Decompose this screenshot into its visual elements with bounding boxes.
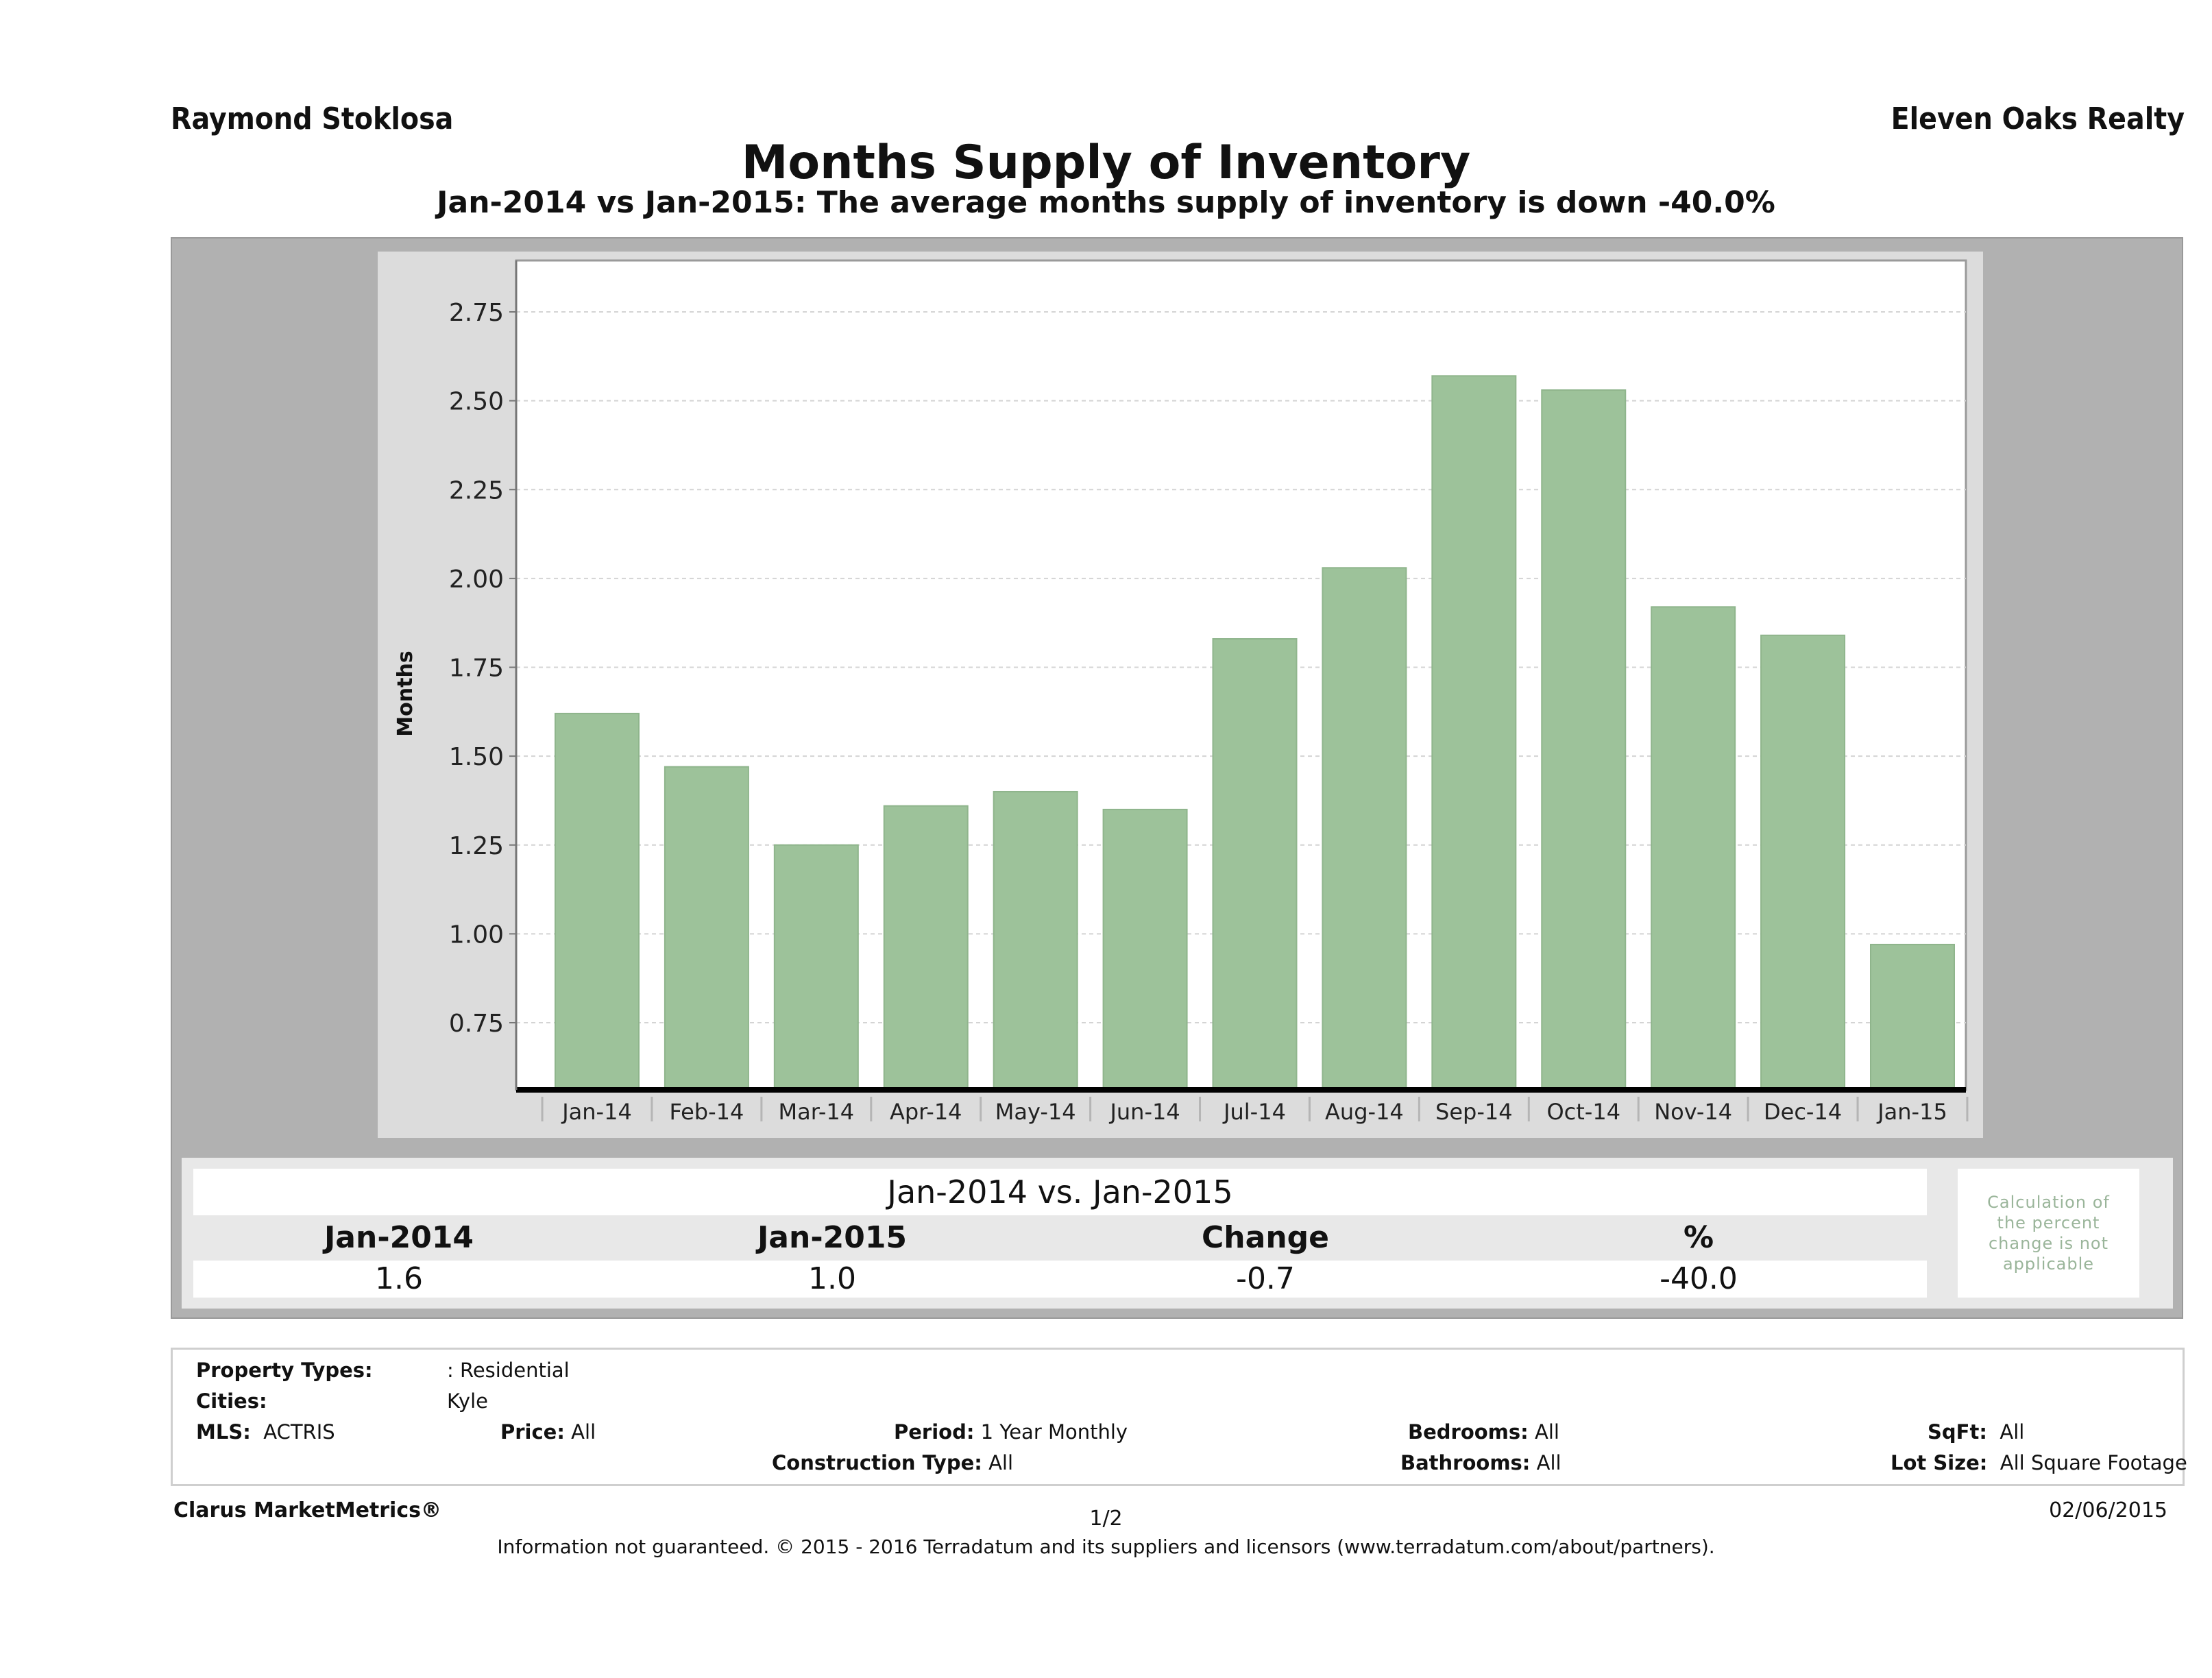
bathrooms-label: Bathrooms:: [1400, 1451, 1531, 1474]
agent-name: Raymond Stoklosa: [171, 101, 454, 136]
x-tick-label: May-14: [995, 1099, 1076, 1125]
y-tick-label: 1.75: [449, 655, 504, 683]
percent-change-note-text: Calculation of the percent change is not…: [1987, 1193, 2110, 1274]
bar: [1760, 634, 1846, 1091]
filter-cities: Cities:: [196, 1389, 267, 1413]
lot-size-value: All Square Footage: [2000, 1451, 2187, 1474]
bar: [773, 844, 859, 1091]
x-tick-label: Jan-15: [1876, 1099, 1947, 1125]
x-tick-label: Dec-14: [1764, 1099, 1842, 1125]
page-number: 1/2: [1089, 1507, 1123, 1531]
header-jan-2015: Jan-2015: [757, 1220, 908, 1255]
value-change: -0.7: [1236, 1261, 1295, 1296]
bar: [1431, 375, 1517, 1091]
x-tick-label: Jan-14: [561, 1099, 632, 1125]
y-axis-label: Months: [393, 650, 417, 736]
company-name: Eleven Oaks Realty: [1891, 101, 2185, 136]
x-tick-label: Aug-14: [1325, 1099, 1404, 1125]
bar: [555, 712, 640, 1091]
period-value: 1 Year Monthly: [980, 1420, 1128, 1444]
construction-value: All: [988, 1451, 1014, 1474]
filter-lot-size: Lot Size: All Square Footage: [1891, 1451, 2187, 1474]
x-tick-label: Mar-14: [779, 1099, 855, 1125]
bar: [1212, 638, 1298, 1091]
value-jan-2015: 1.0: [808, 1261, 856, 1296]
x-tick-label: Jul-14: [1222, 1099, 1286, 1125]
filter-price: Price: All: [500, 1420, 596, 1444]
x-tick-label: Feb-14: [669, 1099, 744, 1125]
y-tick-label: 2.00: [449, 566, 504, 594]
y-tick-label: 2.50: [449, 388, 504, 416]
header-jan-2014: Jan-2014: [324, 1220, 474, 1255]
report-date: 02/06/2015: [2049, 1498, 2167, 1522]
header-change: Change: [1202, 1220, 1329, 1255]
filter-bathrooms: Bathrooms: All: [1400, 1451, 1561, 1474]
property-types-label: Property Types:: [196, 1359, 373, 1382]
construction-label: Construction Type:: [772, 1451, 982, 1474]
x-tick-label: Oct-14: [1546, 1099, 1620, 1125]
bathrooms-value: All: [1536, 1451, 1561, 1474]
lot-size-label: Lot Size:: [1891, 1451, 1988, 1474]
report-title: Months Supply of Inventory: [741, 136, 1471, 190]
x-tick-label: Jun-14: [1108, 1099, 1180, 1125]
bar: [664, 766, 749, 1091]
value-jan-2014: 1.6: [375, 1261, 423, 1296]
filter-bedrooms: Bedrooms: All: [1408, 1420, 1559, 1444]
property-types-value: : Residential: [447, 1359, 570, 1382]
bar: [883, 805, 969, 1091]
disclaimer: Information not guaranteed. © 2015 - 201…: [497, 1535, 1715, 1558]
bar: [1102, 808, 1188, 1091]
bedrooms-value: All: [1534, 1420, 1559, 1444]
percent-change-note: Calculation of the percent change is not…: [1958, 1169, 2139, 1298]
period-label: Period:: [894, 1420, 975, 1444]
x-tick-label: Apr-14: [890, 1099, 962, 1125]
bar-chart: 0.75 1.00 1.25 1.50 1.75 2.00 2.25 2.50 2.75 Jan…: [393, 259, 1969, 1125]
x-tick-label: Nov-14: [1654, 1099, 1732, 1125]
bar: [1541, 389, 1627, 1091]
price-value: All: [571, 1420, 596, 1444]
mls-label: MLS:: [196, 1420, 251, 1444]
bar: [993, 790, 1078, 1091]
y-tick-label: 2.25: [449, 476, 504, 504]
bedrooms-label: Bedrooms:: [1408, 1420, 1529, 1444]
comparison-value-row: 1.6 1.0 -0.7 -40.0: [193, 1261, 1927, 1298]
cities-label: Cities:: [196, 1389, 267, 1413]
filter-period: Period: 1 Year Monthly: [894, 1420, 1128, 1444]
filter-sqft: SqFt: All: [1928, 1420, 2024, 1444]
footer-brand: Clarus MarketMetrics®: [173, 1498, 441, 1522]
cities-value: Kyle: [447, 1389, 488, 1413]
y-tick-label: 2.75: [449, 299, 504, 327]
filter-mls: MLS: ACTRIS: [196, 1420, 335, 1444]
comparison-header-row: Jan-2014 Jan-2015 Change %: [193, 1215, 1927, 1261]
report-subtitle: Jan-2014 vs Jan-2015: The average months…: [437, 185, 1775, 220]
bar: [1651, 606, 1736, 1091]
bar: [1322, 567, 1407, 1091]
y-tick-label: 1.25: [449, 832, 504, 860]
sqft-value: All: [2000, 1420, 2025, 1444]
price-label: Price:: [500, 1420, 565, 1444]
mls-value: ACTRIS: [263, 1420, 335, 1444]
filter-property-types: Property Types:: [196, 1359, 373, 1382]
y-tick-label: 0.75: [449, 1010, 504, 1038]
filter-criteria-box: [171, 1348, 2185, 1486]
y-tick-label: 1.50: [449, 743, 504, 771]
value-percent: -40.0: [1660, 1261, 1738, 1296]
header-percent: %: [1683, 1220, 1714, 1255]
filter-construction-type: Construction Type: All: [772, 1451, 1013, 1474]
bar: [1870, 943, 1955, 1091]
sqft-label: SqFt:: [1928, 1420, 1987, 1444]
x-tick-label: Sep-14: [1435, 1099, 1513, 1125]
y-tick-label: 1.00: [449, 921, 504, 949]
comparison-title: Jan-2014 vs. Jan-2015: [193, 1169, 1927, 1215]
